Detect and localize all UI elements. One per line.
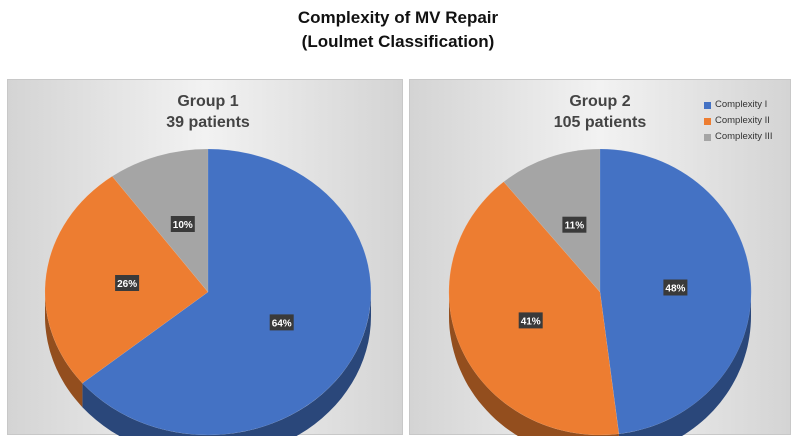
group-2-data-label-3: 11% xyxy=(562,216,587,233)
legend-item-complexity-3: Complexity III xyxy=(704,129,782,145)
group-1-pie-chart: Group 1 39 patients 64% 26% 10% xyxy=(44,93,372,436)
data-label-text: 48% xyxy=(665,284,685,295)
data-label-box xyxy=(170,216,195,232)
legend-item-complexity-1: Complexity I xyxy=(704,97,782,113)
group-2-slice-side-2 xyxy=(449,292,619,436)
data-label-box xyxy=(115,275,140,291)
group-2-slice-2 xyxy=(448,181,620,436)
data-label-text: 64% xyxy=(272,318,292,329)
legend-item-complexity-2: Complexity II xyxy=(704,113,782,129)
data-label-box xyxy=(518,312,543,329)
group-1-subtitle: 39 patients xyxy=(166,114,250,131)
group-1-data-label-2: 26% xyxy=(115,275,140,291)
legend-swatch-complexity-1 xyxy=(704,101,711,109)
group-2-subtitle: 105 patients xyxy=(554,114,647,131)
group-2-slice-3 xyxy=(503,148,601,293)
chart-title-line-1: Complexity of MV Repair xyxy=(297,8,499,27)
legend-label-complexity-2: Complexity II xyxy=(715,115,770,126)
data-label-text: 11% xyxy=(565,221,585,232)
group-1-slice-side-2 xyxy=(45,292,83,408)
group-2-data-label-2: 41% xyxy=(518,312,543,329)
chart-main-title: Complexity of MV Repair (Loulmet Classif… xyxy=(0,6,796,54)
group-1-slice-3 xyxy=(111,148,209,293)
data-label-box xyxy=(269,314,294,331)
legend-swatch-complexity-3 xyxy=(704,133,711,141)
group-1-slice-side-1 xyxy=(82,292,371,436)
group-1-data-label-3: 10% xyxy=(170,216,195,232)
legend-label-complexity-1: Complexity I xyxy=(715,99,768,110)
data-label-text: 10% xyxy=(173,220,193,231)
group-2-data-label-1: 48% xyxy=(663,279,688,296)
group-1-data-label-1: 64% xyxy=(269,314,294,331)
group-2-slice-side-1 xyxy=(618,292,751,436)
group-1-chart-panel: Group 1 39 patients 64% 26% 10% xyxy=(7,79,403,436)
data-label-text: 26% xyxy=(117,279,137,290)
data-label-box xyxy=(663,279,688,296)
data-label-text: 41% xyxy=(521,316,541,327)
legend-swatch-complexity-2 xyxy=(704,117,711,125)
chart-legend: Complexity I Complexity II Complexity II… xyxy=(704,97,782,145)
legend-label-complexity-3: Complexity III xyxy=(715,131,773,142)
group-1-slice-1 xyxy=(82,148,372,436)
chart-title-line-2: (Loulmet Classification) xyxy=(301,32,495,51)
data-label-box xyxy=(562,216,587,233)
group-2-pie-chart: Group 2 105 patients 48% 41% 11% xyxy=(448,93,752,436)
group-2-title: Group 2 xyxy=(569,93,630,110)
group-2-chart-panel: Group 2 105 patients 48% 41% 11% xyxy=(409,79,791,436)
group-1-title: Group 1 xyxy=(177,93,238,110)
